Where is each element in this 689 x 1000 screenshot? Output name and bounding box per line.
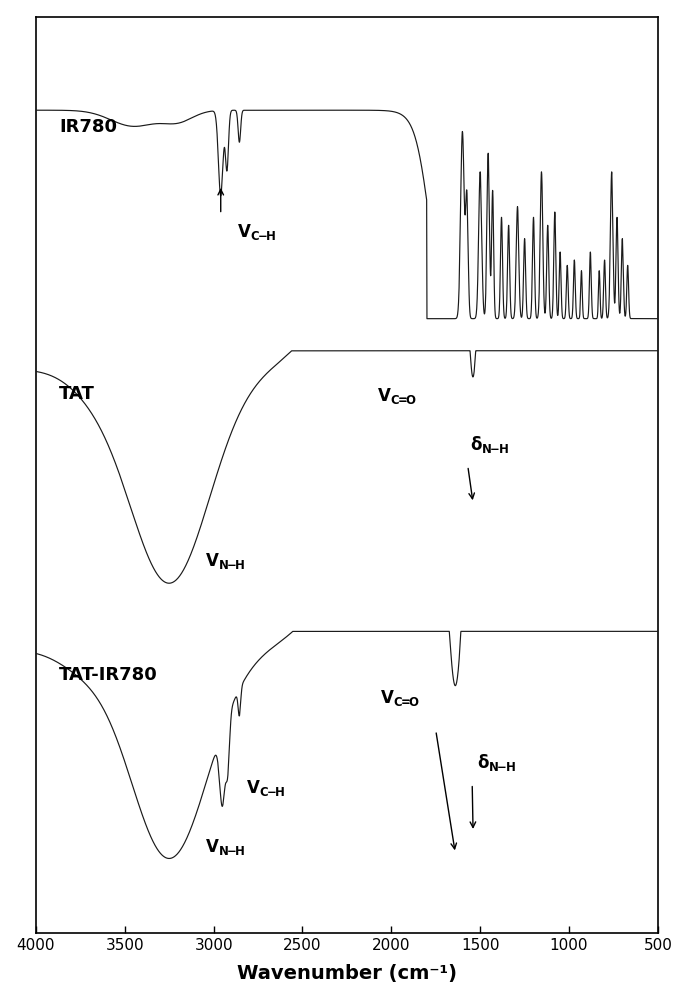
Text: $\mathbf{V}_{\mathbf{C\!\!-\!\!H}}$: $\mathbf{V}_{\mathbf{C\!\!-\!\!H}}$ <box>245 778 285 798</box>
Text: TAT-IR780: TAT-IR780 <box>59 666 158 684</box>
Text: $\mathbf{V}_{\mathbf{N\!\!-\!\!H}}$: $\mathbf{V}_{\mathbf{N\!\!-\!\!H}}$ <box>205 837 245 857</box>
Text: $\mathbf{\delta}_{\mathbf{N\!\!-\!\!H}}$: $\mathbf{\delta}_{\mathbf{N\!\!-\!\!H}}$ <box>469 434 508 455</box>
Text: IR780: IR780 <box>59 118 117 136</box>
Text: $\mathbf{V}_{\mathbf{N\!\!-\!\!H}}$: $\mathbf{V}_{\mathbf{N\!\!-\!\!H}}$ <box>205 551 245 571</box>
X-axis label: Wavenumber (cm⁻¹): Wavenumber (cm⁻¹) <box>237 964 457 983</box>
Text: $\mathbf{V}_{\mathbf{C\!\!=\!\!O}}$: $\mathbf{V}_{\mathbf{C\!\!=\!\!O}}$ <box>380 688 420 708</box>
Text: TAT: TAT <box>59 385 95 403</box>
Text: $\mathbf{V}_{\mathbf{C\!\!=\!\!O}}$: $\mathbf{V}_{\mathbf{C\!\!=\!\!O}}$ <box>376 386 416 406</box>
Text: $\mathbf{V}_{\mathbf{C\!\!-\!\!H}}$: $\mathbf{V}_{\mathbf{C\!\!-\!\!H}}$ <box>237 222 276 242</box>
Text: $\mathbf{\delta}_{\mathbf{N\!\!-\!\!H}}$: $\mathbf{\delta}_{\mathbf{N\!\!-\!\!H}}$ <box>477 752 515 773</box>
